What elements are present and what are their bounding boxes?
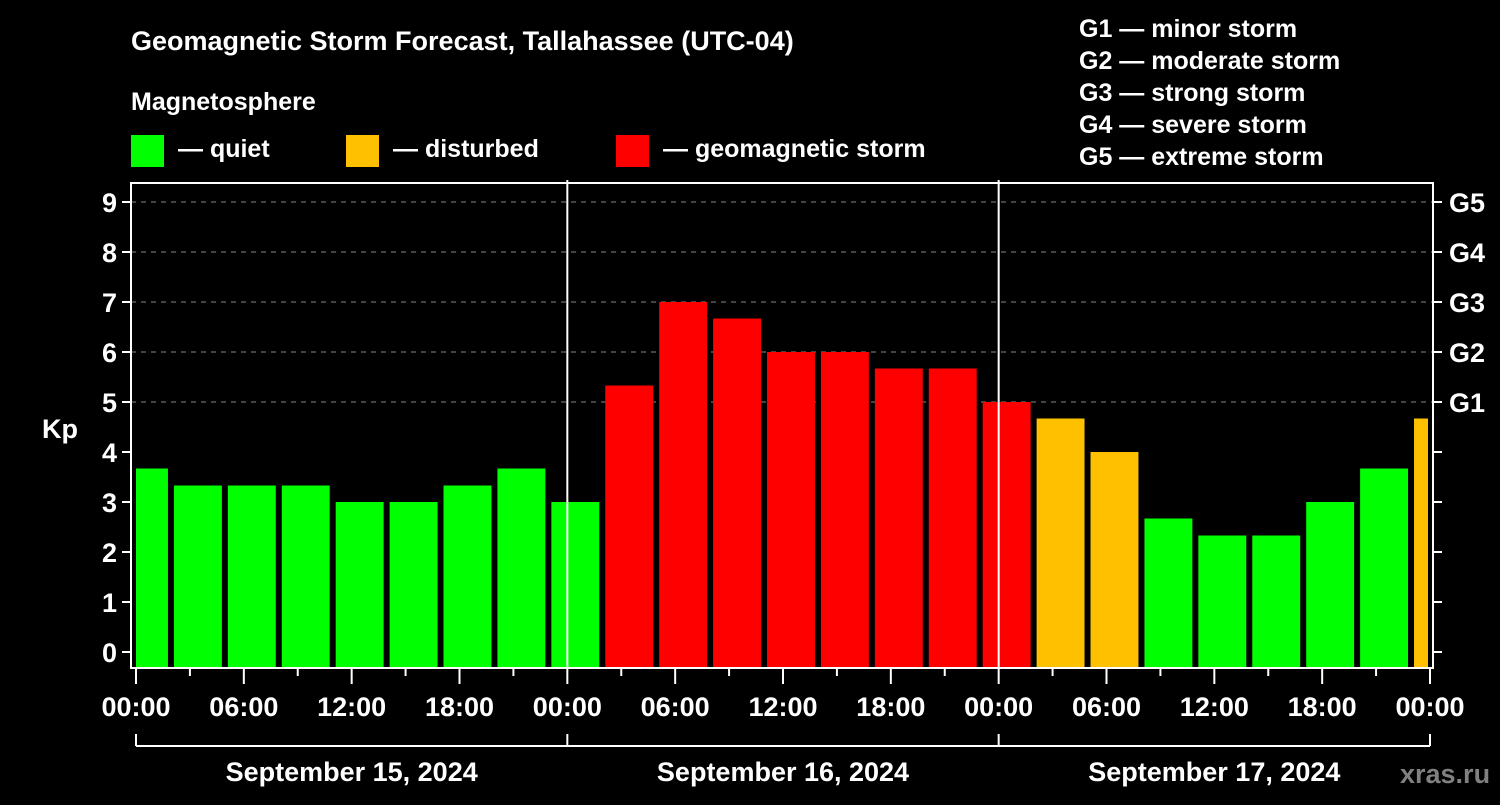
- bar: [389, 502, 438, 668]
- y-tick-label: 0: [102, 638, 117, 668]
- y-tick-label: 2: [102, 538, 117, 568]
- bar: [173, 485, 222, 668]
- bar: [443, 485, 492, 668]
- axes: 0 1 2 3 4 5 6 7 8 9 G1 G2 G3 G4 G5 00:00 06:00 12:00 18:00…: [101, 180, 1485, 787]
- legend-label: — geomagnetic storm: [663, 135, 926, 163]
- x-tick-label: 12:00: [1180, 692, 1249, 722]
- bar: [928, 368, 977, 668]
- bar: [1360, 468, 1409, 668]
- bar: [1306, 502, 1355, 668]
- date-label: September 16, 2024: [657, 757, 909, 787]
- g-scale-item: G5 — extreme storm: [1079, 143, 1324, 171]
- y-tick-label: 1: [102, 588, 117, 618]
- g-level-label: G3: [1449, 288, 1485, 318]
- x-tick-label: 18:00: [1288, 692, 1357, 722]
- bar: [136, 468, 168, 668]
- legend-swatch: [616, 135, 649, 167]
- y-tick-label: 5: [102, 388, 117, 418]
- x-tick-label: 00:00: [1395, 692, 1464, 722]
- bar: [874, 368, 923, 668]
- y-tick-label: 7: [102, 288, 117, 318]
- bar: [1252, 535, 1301, 668]
- y-tick-label: 6: [102, 338, 117, 368]
- bar: [820, 352, 869, 668]
- y-tick-label: 9: [102, 188, 117, 218]
- g-scale-item: G4 — severe storm: [1079, 111, 1307, 139]
- x-tick-label: 06:00: [209, 692, 278, 722]
- g-scale-legend: G1 — minor storm G2 — moderate storm G3 — …: [1079, 15, 1340, 171]
- watermark: xras.ru: [1400, 759, 1490, 789]
- bar: [713, 318, 762, 668]
- date-label: September 17, 2024: [1088, 757, 1340, 787]
- legend-label: — quiet: [178, 135, 270, 163]
- y-tick-label: 4: [102, 438, 117, 468]
- y-axis-label: Kp: [42, 414, 78, 444]
- bar: [767, 352, 815, 668]
- legend-swatch: [131, 135, 164, 167]
- legend-swatch: [346, 135, 379, 167]
- bar: [982, 402, 1031, 668]
- x-tick-label: 12:00: [748, 692, 817, 722]
- bar: [1036, 418, 1085, 668]
- y-tick-label: 3: [102, 488, 117, 518]
- g-scale-item: G2 — moderate storm: [1079, 47, 1340, 75]
- bars: [136, 302, 1428, 668]
- x-tick-label: 00:00: [101, 692, 170, 722]
- x-tick-label: 06:00: [1072, 692, 1141, 722]
- x-tick-label: 00:00: [964, 692, 1033, 722]
- bar: [1414, 418, 1428, 668]
- x-tick-label: 18:00: [425, 692, 494, 722]
- bar: [1198, 535, 1247, 668]
- bar: [227, 485, 276, 668]
- bar: [1144, 518, 1193, 668]
- g-scale-item: G3 — strong storm: [1079, 79, 1305, 107]
- bar: [659, 302, 708, 668]
- date-label: September 15, 2024: [226, 757, 478, 787]
- bar: [281, 485, 330, 668]
- x-tick-label: 00:00: [533, 692, 602, 722]
- bar: [497, 468, 546, 668]
- legend: — quiet — disturbed — geomagnetic storm: [131, 135, 926, 167]
- bar: [605, 385, 654, 668]
- x-tick-label: 12:00: [317, 692, 386, 722]
- bar: [335, 502, 384, 668]
- x-tick-label: 06:00: [641, 692, 710, 722]
- g-level-label: G4: [1449, 238, 1485, 268]
- bar: [551, 502, 600, 668]
- g-level-label: G2: [1449, 338, 1485, 368]
- legend-label: — disturbed: [393, 135, 539, 163]
- legend-title: Magnetosphere: [131, 88, 316, 116]
- x-tick-label: 18:00: [856, 692, 925, 722]
- bar: [1090, 452, 1139, 668]
- g-scale-item: G1 — minor storm: [1079, 15, 1297, 43]
- chart-title: Geomagnetic Storm Forecast, Tallahassee …: [131, 26, 794, 56]
- y-tick-label: 8: [102, 238, 117, 268]
- g-level-label: G5: [1449, 188, 1485, 218]
- g-level-label: G1: [1449, 388, 1485, 418]
